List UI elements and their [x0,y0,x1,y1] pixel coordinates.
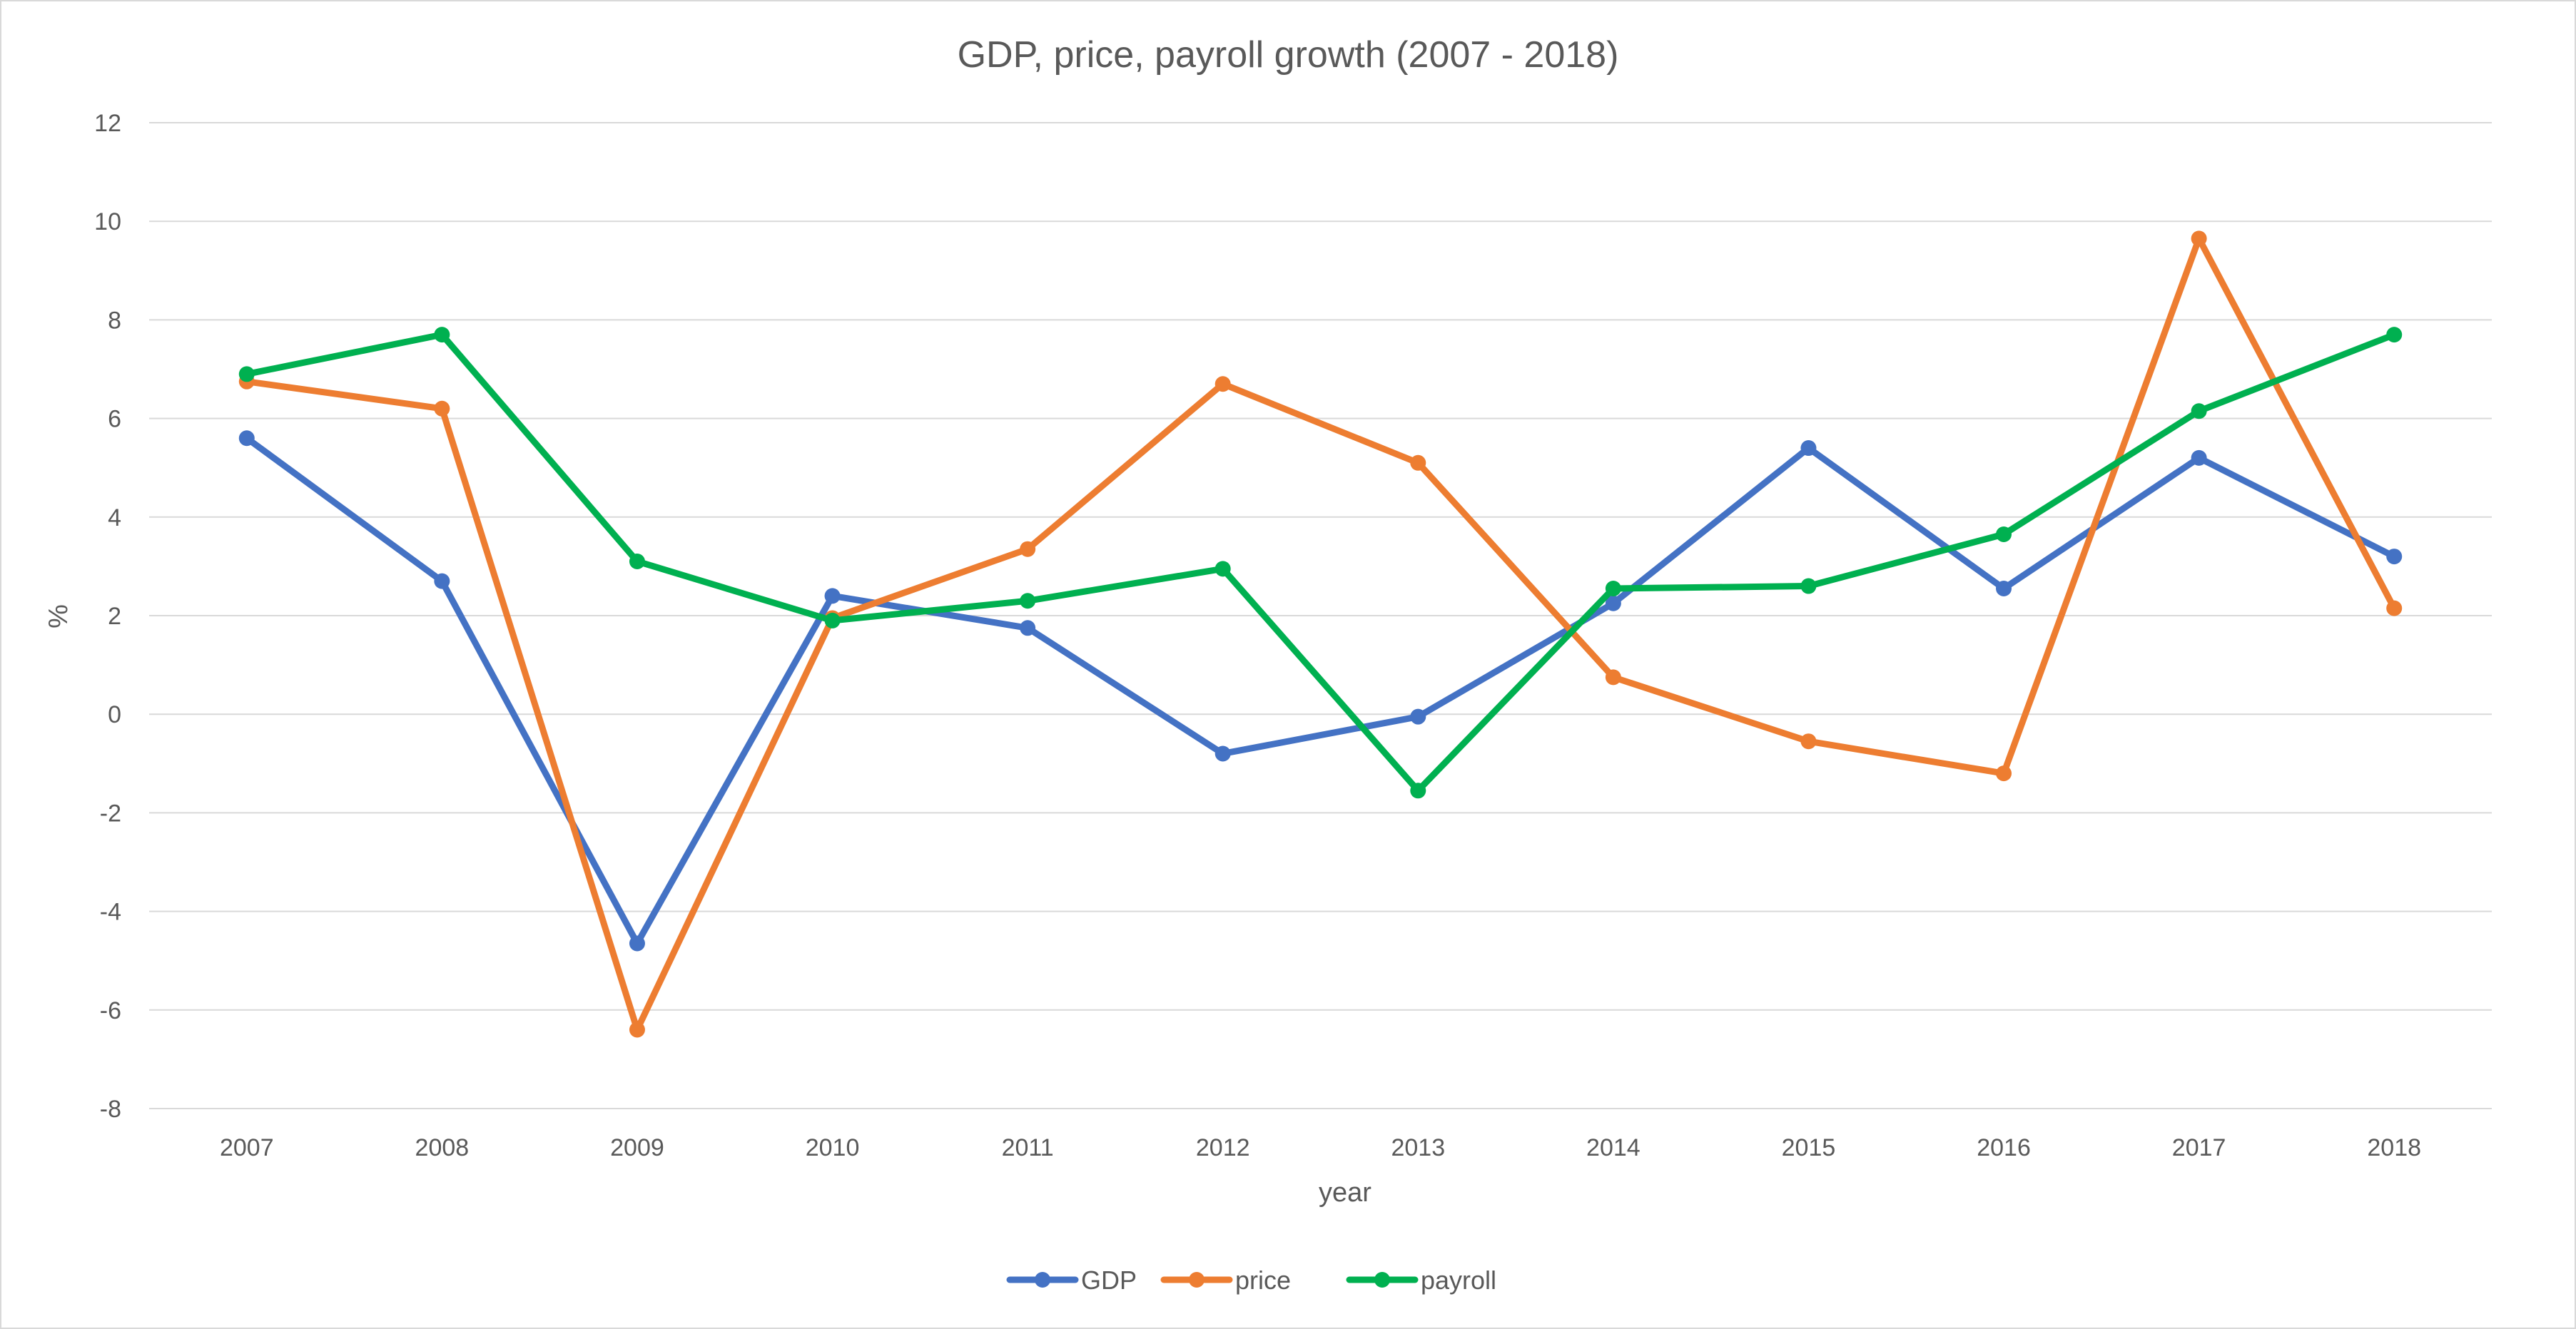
data-point [1605,580,1621,596]
legend-label: GDP [1081,1266,1137,1295]
y-tick-label: -2 [100,800,121,827]
series-line [243,434,2398,947]
y-axis-title: % [44,604,73,628]
data-point [1410,708,1426,725]
legend-item-payroll: payroll [1346,1266,1496,1295]
series-line [243,235,2398,1033]
legend-swatch-marker [1189,1272,1205,1288]
y-tick-label: 10 [94,208,121,235]
data-point [629,935,645,952]
data-point [629,1022,645,1038]
data-point [238,430,255,447]
legend-item-price: price [1160,1266,1291,1295]
series-price [238,230,2403,1038]
data-point [1800,440,1817,457]
data-point [2191,230,2207,247]
data-point [2386,327,2403,343]
data-point [824,612,841,628]
legend-label: payroll [1421,1266,1496,1295]
data-point [2191,449,2207,466]
data-point [1215,561,1231,577]
data-point [434,327,450,343]
data-point [238,366,255,382]
y-tick-label: 4 [108,504,121,531]
x-axis-title: year [1319,1178,1371,1208]
data-point [629,553,645,569]
series-line [243,331,2398,794]
x-tick-label: 2012 [1196,1134,1250,1161]
data-point [1996,765,2012,782]
data-point [2386,549,2403,565]
data-point [1996,580,2012,596]
y-tick-label: -4 [100,899,121,926]
x-tick-label: 2007 [220,1134,274,1161]
legend-swatch-marker [1374,1272,1390,1288]
data-point [434,573,450,589]
series-payroll [238,327,2403,799]
data-point [434,400,450,417]
chart-title: GDP, price, payroll growth (2007 - 2018) [958,34,1619,76]
y-axis-ticks: 12 10 8 6 4 2 0 -2 -4 -6 -8 [94,110,121,1123]
legend: GDP price payroll [1006,1266,1496,1295]
data-point [1020,593,1036,609]
data-point [2386,600,2403,616]
data-point [1020,620,1036,636]
legend-item-gdp: GDP [1006,1266,1137,1295]
data-point [1020,541,1036,557]
data-point [1605,669,1621,686]
x-tick-label: 2010 [806,1134,860,1161]
data-point [1800,578,1817,594]
data-point [2191,403,2207,419]
x-tick-label: 2009 [610,1134,664,1161]
x-tick-label: 2008 [415,1134,470,1161]
data-point [1800,733,1817,750]
x-tick-label: 2018 [2367,1134,2421,1161]
x-tick-label: 2013 [1391,1134,1445,1161]
x-axis-ticks: 2007 2008 2009 2010 2011 2012 2013 2014 2015 2016… [220,1134,2421,1161]
data-point [824,588,841,604]
data-point [1410,783,1426,799]
legend-swatch-marker [1035,1272,1050,1288]
data-point [1215,745,1231,762]
y-tick-label: 12 [94,110,121,137]
y-tick-label: 8 [108,307,121,334]
y-tick-label: 6 [108,406,121,433]
y-tick-label: 0 [108,701,121,728]
x-tick-label: 2015 [1782,1134,1836,1161]
data-point [1410,454,1426,471]
x-tick-label: 2016 [1977,1134,2031,1161]
legend-label: price [1235,1266,1291,1295]
data-point [1215,376,1231,392]
x-tick-label: 2011 [1002,1134,1054,1161]
y-tick-label: -8 [100,1096,121,1123]
grid [149,122,2492,1109]
series-gdp [238,430,2403,952]
series-lines [238,230,2403,1038]
x-tick-label: 2017 [2172,1134,2226,1161]
y-tick-label: 2 [108,603,121,630]
y-tick-label: -6 [100,997,121,1024]
data-point [1605,595,1621,611]
data-point [1996,526,2012,542]
x-tick-label: 2014 [1586,1134,1641,1161]
